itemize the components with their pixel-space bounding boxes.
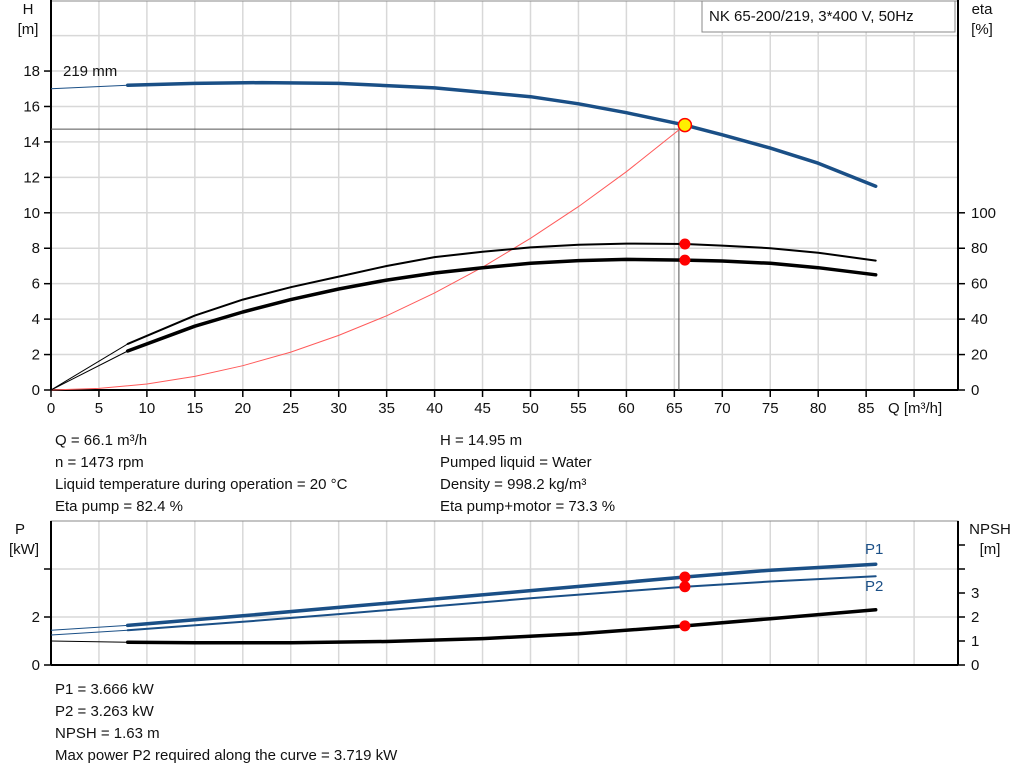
- p-axis-label: P: [15, 521, 25, 538]
- y-tick-label: 16: [23, 98, 40, 115]
- p1-curve: [125, 562, 878, 628]
- x-tick-label: 70: [714, 400, 731, 417]
- info-head: H = 14.95 m: [440, 432, 523, 449]
- x-tick-label: 0: [47, 400, 55, 417]
- x-tick-label: 20: [234, 400, 251, 417]
- x-tick-label: 25: [282, 400, 299, 417]
- y-right-tick-label: 0: [971, 382, 979, 399]
- title-box: [701, 0, 956, 33]
- info-eta-pump: Eta pump = 82.4 %: [55, 498, 183, 515]
- y-axis-unit: [m]: [18, 21, 39, 38]
- info-max-p2: Max power P2 required along the curve = …: [55, 747, 398, 764]
- y-right-tick-label: 40: [971, 311, 988, 328]
- info-temperature: Liquid temperature during operation = 20…: [55, 476, 348, 493]
- info-npsh: NPSH = 1.63 m: [55, 725, 160, 742]
- y-right-axis-label: eta: [972, 1, 994, 18]
- y-tick-label: 6: [32, 276, 40, 293]
- npsh-axis-unit: [m]: [980, 541, 1001, 558]
- p1-curve-extrapolated: [50, 624, 128, 631]
- p2-marker: [679, 581, 691, 593]
- npsh-axis-label: NPSH: [969, 521, 1011, 538]
- x-tick-label: 85: [858, 400, 875, 417]
- npsh-tick-label: 1: [971, 633, 979, 650]
- system-curve: [50, 124, 686, 391]
- x-tick-label: 15: [187, 400, 204, 417]
- y-tick-label: 18: [23, 63, 40, 80]
- y-tick-label: 8: [32, 240, 40, 257]
- info-top-right: H = 14.95 m Pumped liquid = Water Densit…: [440, 430, 615, 518]
- npsh-tick-label: 0: [971, 657, 979, 674]
- info-bottom: P1 = 3.666 kW P2 = 3.263 kW NPSH = 1.63 …: [55, 679, 397, 767]
- y-tick-label: 2: [32, 609, 40, 626]
- x-tick-label: 55: [570, 400, 587, 417]
- npsh-tick-label: 3: [971, 585, 979, 602]
- y-right-tick-label: 80: [971, 240, 988, 257]
- info-top-left: Q = 66.1 m³/h n = 1473 rpm Liquid temper…: [55, 430, 347, 518]
- p1-marker: [679, 571, 691, 583]
- eta-pump-motor-marker: [679, 254, 691, 266]
- x-tick-label: 60: [618, 400, 635, 417]
- p1-label: P1: [865, 541, 883, 558]
- x-axis-label: Q [m³/h]: [888, 400, 942, 417]
- y-tick-label: 14: [23, 134, 40, 151]
- info-flow: Q = 66.1 m³/h: [55, 432, 148, 449]
- x-tick-label: 30: [330, 400, 347, 417]
- eta-pump-motor-curve-extrapolated: [50, 350, 128, 391]
- info-p2: P2 = 3.263 kW: [55, 703, 154, 720]
- x-tick-label: 80: [810, 400, 827, 417]
- npsh-curve: [125, 608, 878, 645]
- p2-curve: [126, 575, 877, 632]
- x-tick-label: 5: [95, 400, 103, 417]
- head-curve: [125, 80, 878, 188]
- y-right-tick-label: 60: [971, 276, 988, 293]
- plot-frame-top: [50, 0, 959, 391]
- info-eta-pump-motor: Eta pump+motor = 73.3 %: [440, 498, 616, 515]
- info-speed: n = 1473 rpm: [55, 454, 144, 471]
- y-right-axis-unit: [%]: [971, 21, 993, 38]
- duty-point-marker: [677, 117, 693, 133]
- y-tick-label: 4: [32, 311, 40, 328]
- y-right-tick-label: 100: [971, 205, 996, 222]
- info-liquid: Pumped liquid = Water: [440, 454, 592, 471]
- x-tick-label: 10: [139, 400, 156, 417]
- x-tick-label: 75: [762, 400, 779, 417]
- y-tick-label: 0: [32, 657, 40, 674]
- npsh-tick-label: 2: [971, 609, 979, 626]
- y-right-tick-label: 20: [971, 347, 988, 364]
- eta-pump-marker: [679, 238, 691, 250]
- x-tick-label: 65: [666, 400, 683, 417]
- y-tick-label: 10: [23, 205, 40, 222]
- p-axis-unit: [kW]: [9, 541, 39, 558]
- eta-pump-curve-extrapolated: [50, 343, 128, 391]
- npsh-curve-extrapolated: [50, 640, 128, 643]
- info-p1: P1 = 3.666 kW: [55, 681, 154, 698]
- y-tick-label: 12: [23, 169, 40, 186]
- y-tick-label: 0: [32, 382, 40, 399]
- info-density: Density = 998.2 kg/m³: [440, 476, 587, 493]
- x-tick-label: 40: [426, 400, 443, 417]
- npsh-marker: [679, 620, 691, 632]
- eta-pump-curve: [126, 242, 877, 345]
- x-tick-label: 35: [378, 400, 395, 417]
- head-curve-extrapolated: [50, 84, 128, 90]
- x-tick-label: 45: [474, 400, 491, 417]
- eta-pump-motor-curve: [125, 257, 878, 353]
- y-tick-label: 2: [32, 347, 40, 364]
- x-tick-label: 50: [522, 400, 539, 417]
- chart-title: NK 65-200/219, 3*400 V, 50Hz: [709, 8, 914, 25]
- p2-label: P2: [865, 578, 883, 595]
- y-axis-label: H: [23, 1, 34, 18]
- p2-curve-extrapolated: [50, 629, 128, 636]
- curve-label-diameter: 219 mm: [63, 63, 117, 80]
